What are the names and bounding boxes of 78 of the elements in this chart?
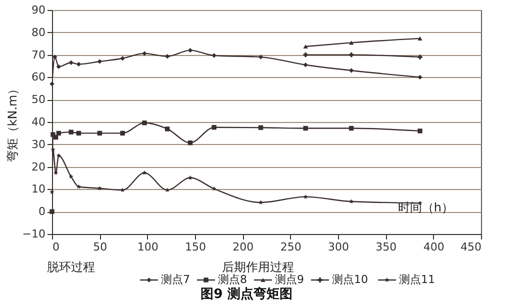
text: 脱环过程	[47, 260, 95, 274]
text: 图9 测点弯矩图	[200, 286, 292, 302]
point	[212, 186, 216, 191]
legend-label: 测点9	[275, 273, 304, 286]
point	[418, 36, 422, 40]
point	[68, 174, 74, 179]
point	[56, 64, 62, 70]
legend-label: 测点11	[399, 273, 435, 286]
x-tick-label: 150	[185, 240, 206, 254]
point	[97, 186, 102, 190]
point	[349, 126, 354, 131]
legend-label: 测点8	[218, 273, 247, 286]
point	[258, 54, 264, 60]
point	[188, 175, 192, 180]
y-tick-label: 90	[32, 4, 46, 16]
point	[142, 120, 147, 126]
point	[212, 125, 216, 130]
point	[68, 130, 74, 134]
point	[188, 140, 193, 146]
y-tick-label: 80	[32, 26, 46, 39]
point	[120, 188, 125, 192]
y-tick-label: −10	[22, 228, 46, 240]
x-tick-label: 250	[280, 240, 302, 254]
y-tick-label: 50	[32, 93, 46, 106]
point	[165, 188, 170, 192]
y-axis-title: 弯矩（kN.m）	[5, 82, 20, 162]
point	[52, 54, 58, 60]
point	[258, 200, 264, 204]
y-tick-label: 30	[32, 138, 46, 151]
y-tick-label: 10	[32, 182, 46, 196]
x-tick-label: 400	[423, 240, 444, 254]
legend-label: 测点10	[332, 273, 368, 286]
point	[418, 54, 422, 60]
point	[303, 126, 308, 131]
point	[97, 59, 102, 64]
point	[68, 60, 74, 65]
x-tick-label: 50	[93, 240, 108, 254]
x-tick-label: 100	[137, 240, 158, 254]
x-tick-label: 450	[460, 240, 482, 254]
point	[56, 153, 61, 158]
x-tick-label: 0	[52, 240, 60, 254]
point	[50, 209, 54, 214]
legend-label: 测点7	[161, 273, 190, 286]
y-tick-label: 20	[32, 160, 46, 174]
text: 后期作用过程	[222, 260, 294, 274]
point	[76, 62, 82, 67]
point	[303, 62, 308, 68]
point	[56, 130, 62, 136]
point	[97, 130, 102, 136]
point	[303, 194, 308, 199]
point	[349, 52, 354, 58]
point	[349, 68, 354, 73]
point	[120, 130, 125, 136]
point	[50, 190, 54, 194]
point	[76, 184, 81, 189]
point	[50, 82, 54, 86]
point	[258, 125, 264, 130]
point	[212, 53, 216, 58]
y-tick-label: 70	[32, 48, 46, 62]
point	[188, 48, 193, 53]
point	[165, 54, 170, 59]
point	[165, 126, 170, 132]
x-tick-label: 300	[328, 240, 349, 254]
point	[349, 199, 354, 204]
point	[50, 147, 56, 152]
y-tick-label: 0	[38, 205, 46, 218]
x-tick-label: 350	[376, 240, 397, 254]
point	[303, 52, 308, 58]
y-tick-label: 60	[32, 70, 46, 84]
point	[120, 56, 125, 61]
point	[303, 44, 308, 49]
y-tick-label: 40	[32, 116, 46, 128]
point	[142, 51, 147, 56]
x-tick-label: 200	[232, 240, 254, 254]
point	[76, 130, 82, 136]
point	[142, 170, 147, 175]
point	[418, 128, 422, 134]
point	[418, 74, 422, 80]
